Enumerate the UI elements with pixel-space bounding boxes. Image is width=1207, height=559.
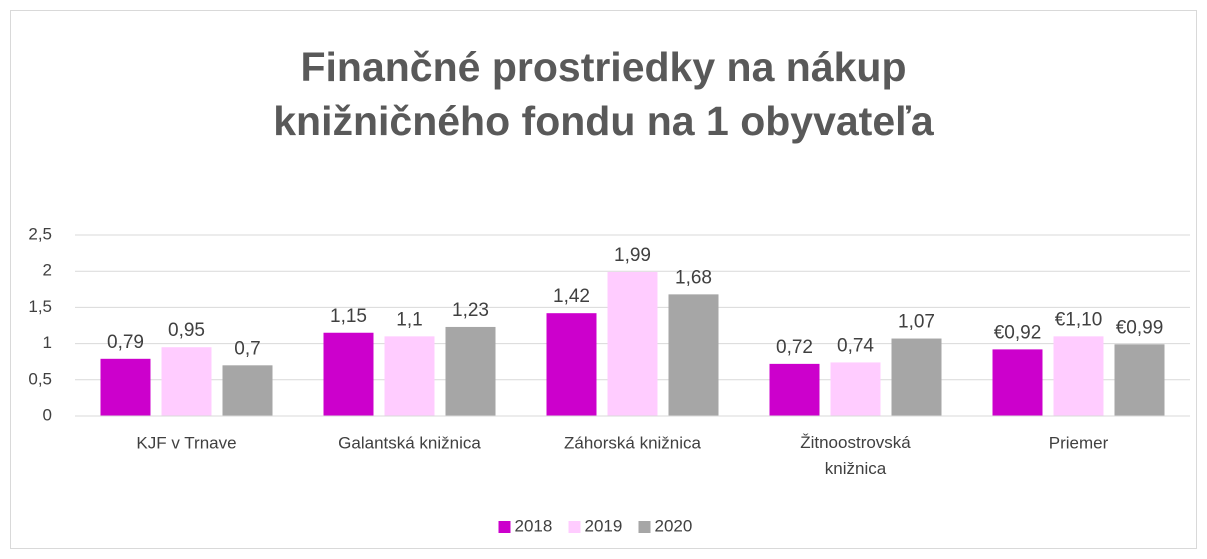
value-label: €0,92 bbox=[994, 322, 1042, 343]
value-label: 1,23 bbox=[452, 300, 489, 321]
y-tick-label: 2,5 bbox=[28, 224, 52, 243]
title-box: Finančné prostriedky na nákup knižničnéh… bbox=[0, 40, 1207, 148]
x-tick-label: Záhorská knižnica bbox=[564, 433, 702, 452]
bar bbox=[546, 313, 597, 416]
x-tick-label: Žitnoostrovská knižnica bbox=[800, 433, 911, 478]
value-label: 1,68 bbox=[675, 267, 712, 288]
legend-swatch bbox=[638, 521, 651, 533]
chart-title: Finančné prostriedky na nákup knižničnéh… bbox=[273, 44, 934, 144]
y-tick-label: 0,5 bbox=[28, 369, 52, 388]
bar bbox=[222, 365, 273, 416]
chart-border bbox=[10, 10, 1197, 549]
bar bbox=[607, 271, 658, 416]
bar bbox=[161, 347, 212, 416]
value-label: 1,42 bbox=[553, 286, 590, 307]
legend-label: 2020 bbox=[655, 516, 693, 535]
value-label: 1,99 bbox=[614, 245, 651, 266]
bar bbox=[992, 349, 1043, 416]
bar bbox=[830, 362, 881, 416]
value-label: 0,7 bbox=[234, 338, 260, 359]
legend-swatch bbox=[568, 521, 581, 533]
x-tick-label: Priemer bbox=[1049, 433, 1109, 452]
value-label: €0,99 bbox=[1116, 317, 1164, 338]
value-label: 1,1 bbox=[396, 309, 422, 330]
bar bbox=[668, 294, 719, 416]
value-label: 1,07 bbox=[898, 312, 935, 333]
bar bbox=[1053, 336, 1104, 416]
y-tick-label: 1 bbox=[43, 333, 52, 352]
bar bbox=[384, 336, 435, 416]
bar bbox=[445, 326, 496, 416]
x-tick-label: Galantská knižnica bbox=[338, 433, 481, 452]
y-tick-label: 1,5 bbox=[28, 297, 52, 316]
legend-label: 2019 bbox=[585, 516, 623, 535]
bar bbox=[769, 363, 820, 416]
x-tick-label: KJF v Trnave bbox=[136, 433, 236, 452]
legend-label: 2018 bbox=[515, 516, 553, 535]
y-tick-label: 2 bbox=[43, 261, 52, 280]
value-label: 0,95 bbox=[168, 320, 205, 341]
bar bbox=[1114, 344, 1165, 416]
legend-swatch bbox=[498, 521, 511, 533]
value-label: 0,74 bbox=[837, 335, 874, 356]
bar bbox=[323, 332, 374, 416]
value-label: 1,15 bbox=[330, 306, 367, 327]
value-label: €1,10 bbox=[1055, 309, 1103, 330]
bar bbox=[100, 358, 151, 416]
value-label: 0,72 bbox=[776, 337, 813, 358]
y-tick-label: 0 bbox=[43, 405, 52, 424]
value-label: 0,79 bbox=[107, 332, 144, 353]
bar bbox=[891, 338, 942, 416]
